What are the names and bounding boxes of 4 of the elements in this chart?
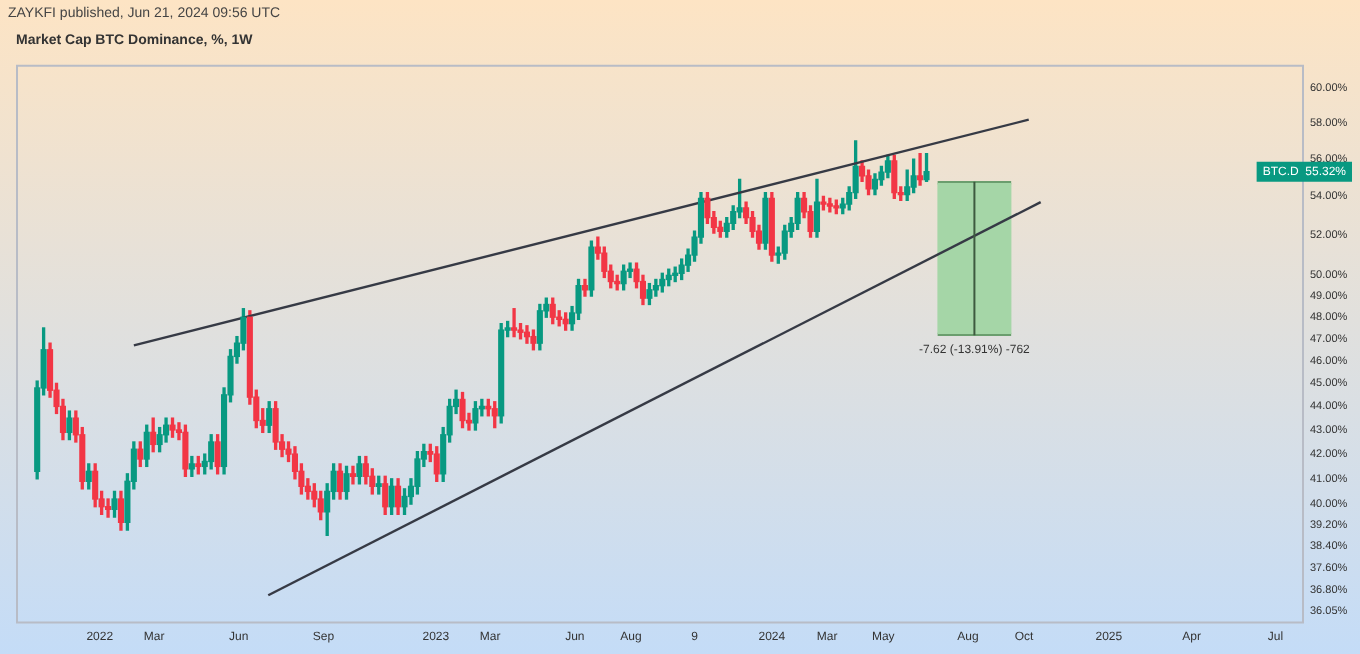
candlestick — [349, 465, 357, 485]
candlestick — [917, 153, 924, 186]
candlestick — [105, 498, 112, 518]
candlestick — [511, 308, 518, 338]
